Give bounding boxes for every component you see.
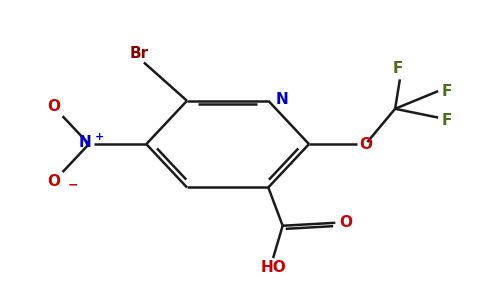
Text: O: O xyxy=(47,99,60,114)
Text: F: F xyxy=(442,113,453,128)
Text: Br: Br xyxy=(130,46,149,61)
Text: +: + xyxy=(95,132,105,142)
Text: N: N xyxy=(275,92,288,107)
Text: O: O xyxy=(47,174,60,189)
Text: F: F xyxy=(393,61,403,76)
Text: N: N xyxy=(78,135,91,150)
Text: F: F xyxy=(442,84,453,99)
Text: HO: HO xyxy=(260,260,286,275)
Text: −: − xyxy=(68,178,78,192)
Text: O: O xyxy=(359,136,372,152)
Text: O: O xyxy=(339,215,352,230)
